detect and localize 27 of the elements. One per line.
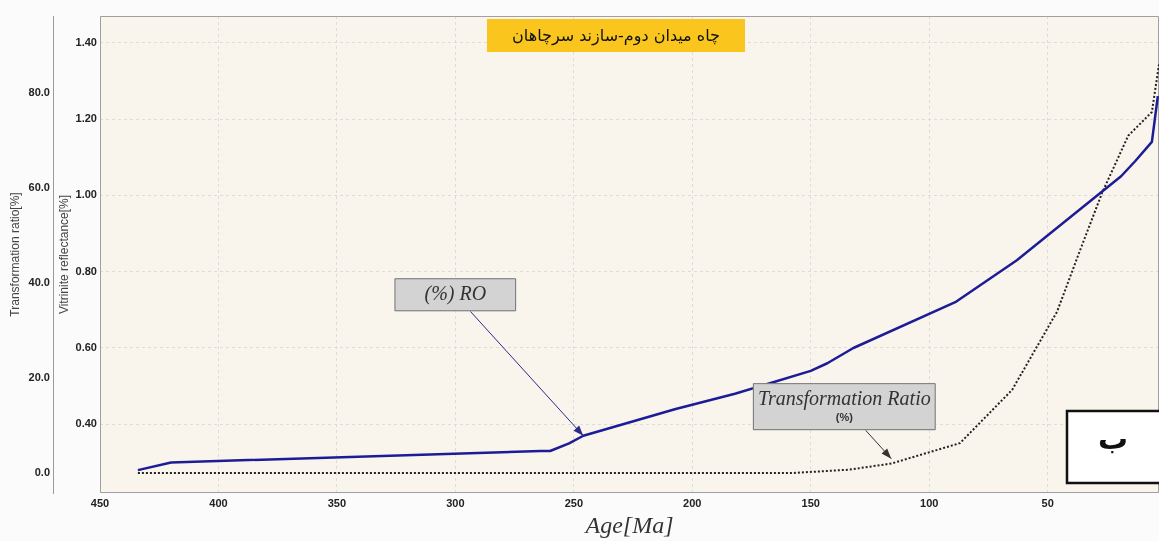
x-tick-label: 300: [446, 496, 465, 509]
x-tick-label: 50: [1041, 496, 1054, 509]
y2-tick-label: 80.0: [28, 86, 50, 98]
text: چاه میدان دوم-سازند سرچاهان: [512, 25, 720, 48]
y-tick-label: 1.00: [75, 188, 97, 201]
x-tick-label: 200: [683, 496, 702, 509]
annotation: Transformation Ratio (%): [757, 386, 931, 423]
x-tick-label: 250: [564, 496, 584, 509]
annotation: ب: [1097, 420, 1129, 456]
x-axis-title: Age[Ma]: [583, 511, 674, 538]
y-tick-label: 1.20: [75, 112, 97, 125]
y-axis-title: Vitrinite reflectance[%]: [56, 194, 71, 315]
y2-tick-label: 0.0: [34, 466, 50, 479]
y-tick-label: 0.40: [75, 417, 97, 430]
x-tick-label: 450: [90, 496, 110, 509]
y2-tick-label: 40.0: [28, 276, 50, 289]
annotation: (%) RO: [424, 282, 487, 306]
y2-axis-title: Transformation ratio[%]: [7, 192, 22, 317]
y-tick-label: 1.40: [75, 35, 97, 48]
x-tick-label: 400: [209, 496, 228, 509]
y2-tick-label: 60.0: [28, 181, 50, 194]
y-tick-label: 0.60: [75, 341, 97, 354]
y2-tick-label: 20.0: [28, 371, 50, 384]
x-tick-label: 350: [327, 496, 347, 509]
y-tick-label: 0.80: [75, 264, 97, 277]
x-tick-label: 150: [801, 496, 820, 509]
x-tick-label: 100: [920, 496, 939, 509]
